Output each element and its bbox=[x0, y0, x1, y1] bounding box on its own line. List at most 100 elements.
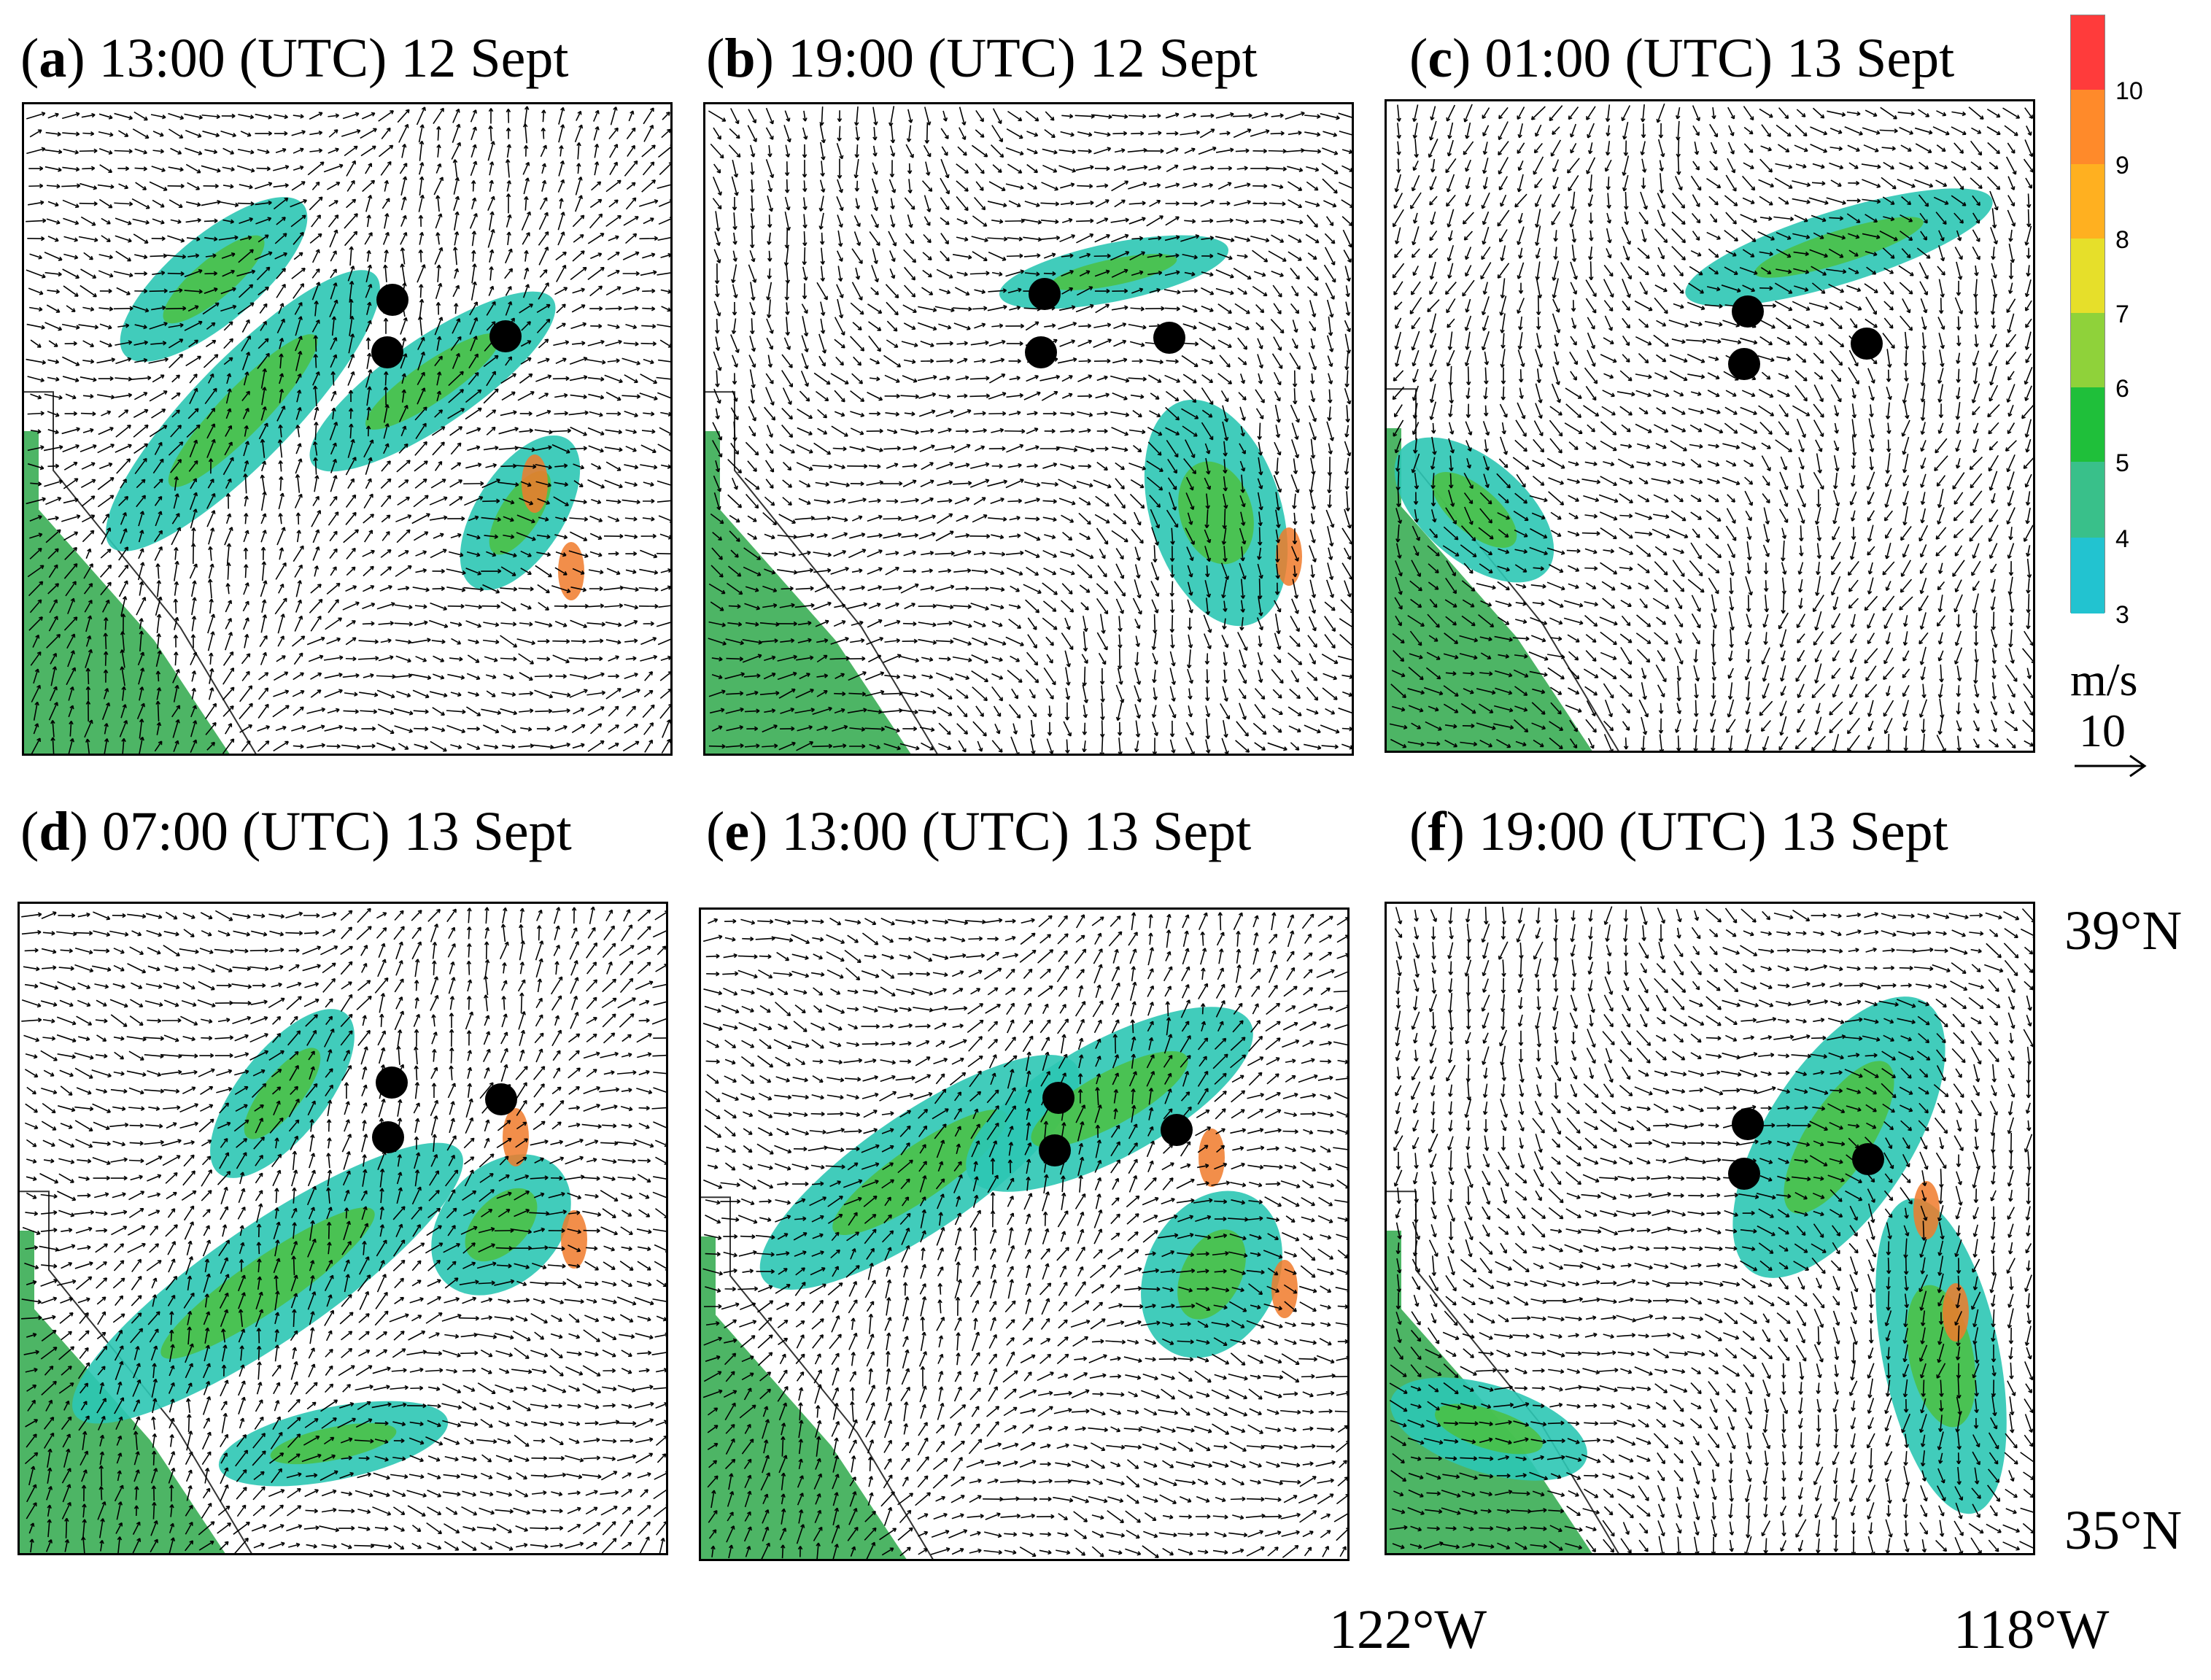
wind-vector-arrow bbox=[260, 438, 266, 458]
wind-vector-arrow bbox=[1921, 332, 1927, 349]
wind-vector-arrow bbox=[1708, 527, 1719, 540]
wind-vector-arrow bbox=[216, 983, 232, 988]
wind-vector-arrow bbox=[114, 112, 133, 120]
wind-vector-arrow bbox=[463, 1156, 475, 1165]
wind-vector-arrow bbox=[190, 543, 196, 564]
wind-vector-arrow bbox=[260, 580, 268, 597]
wind-vector-arrow bbox=[500, 410, 517, 417]
wind-vector-arrow bbox=[1024, 481, 1041, 487]
wind-vector-arrow bbox=[1445, 671, 1457, 676]
wind-vector-arrow bbox=[366, 386, 372, 406]
wind-vector-arrow bbox=[1273, 654, 1282, 664]
wind-vector-arrow bbox=[1117, 649, 1123, 670]
wind-vector-arrow bbox=[152, 149, 164, 154]
wind-vector-arrow bbox=[252, 913, 266, 918]
wind-vector-arrow bbox=[1258, 635, 1263, 648]
wind-vector-arrow bbox=[430, 976, 439, 995]
wind-vector-arrow bbox=[937, 427, 952, 434]
wind-vector-arrow bbox=[1763, 507, 1770, 525]
wind-vector-arrow bbox=[973, 497, 986, 506]
wind-vector-arrow bbox=[818, 333, 827, 354]
wind-vector-arrow bbox=[64, 411, 77, 417]
wind-vector-arrow bbox=[467, 654, 480, 663]
wind-vector-arrow bbox=[377, 959, 387, 978]
wind-vector-arrow bbox=[268, 913, 285, 919]
wind-vector-arrow bbox=[42, 931, 55, 936]
wind-vector-arrow bbox=[1622, 317, 1630, 329]
wind-vector-arrow bbox=[1635, 423, 1652, 433]
wind-vector-arrow bbox=[1478, 614, 1495, 628]
wind-vector-arrow bbox=[848, 671, 867, 681]
wind-vector-arrow bbox=[1389, 723, 1408, 729]
wind-vector-arrow bbox=[1956, 614, 1962, 628]
wind-vector-arrow bbox=[291, 268, 306, 279]
wind-vector-arrow bbox=[68, 738, 74, 754]
wind-vector-arrow bbox=[661, 306, 670, 312]
wind-vector-arrow bbox=[471, 231, 477, 247]
wind-vector-arrow bbox=[1128, 217, 1146, 225]
wind-vector-arrow bbox=[111, 1226, 128, 1236]
wind-vector-arrow bbox=[732, 355, 738, 368]
wind-vector-arrow bbox=[1724, 230, 1738, 241]
wind-vector-arrow bbox=[1517, 262, 1525, 279]
wind-vector-arrow bbox=[1991, 719, 1997, 732]
wind-vector-arrow bbox=[637, 961, 651, 975]
wind-vector-arrow bbox=[1046, 738, 1054, 754]
wind-vector-arrow bbox=[82, 394, 94, 399]
wind-vector-arrow bbox=[274, 671, 289, 681]
wind-vector-arrow bbox=[258, 422, 268, 440]
wind-vector-arrow bbox=[1952, 560, 1965, 577]
wind-vector-arrow bbox=[413, 531, 429, 541]
wind-vector-arrow bbox=[260, 651, 267, 665]
wind-vector-arrow bbox=[1882, 196, 1895, 205]
wind-vector-arrow bbox=[1759, 108, 1773, 118]
wind-vector-arrow bbox=[935, 672, 954, 681]
wind-vector-arrow bbox=[505, 285, 512, 296]
wind-vector-arrow bbox=[244, 495, 249, 507]
wind-vector-arrow bbox=[1481, 192, 1490, 209]
wind-vector-arrow bbox=[866, 446, 883, 453]
wind-vector-arrow bbox=[1796, 719, 1805, 733]
wind-vector-arrow bbox=[1152, 738, 1158, 754]
wind-vector-arrow bbox=[145, 1156, 163, 1166]
wind-vector-arrow bbox=[745, 441, 759, 456]
wind-vector-arrow bbox=[115, 217, 132, 225]
wind-vector-arrow bbox=[204, 271, 218, 276]
wind-vector-arrow bbox=[449, 1029, 454, 1047]
wind-vector-arrow bbox=[1669, 371, 1688, 382]
wind-vector-arrow bbox=[279, 373, 284, 384]
wind-vector-arrow bbox=[1411, 317, 1421, 330]
wind-vector-arrow bbox=[975, 445, 986, 452]
wind-vector-arrow bbox=[1552, 126, 1560, 135]
wind-vector-arrow bbox=[1850, 510, 1856, 522]
wind-vector-arrow bbox=[1205, 565, 1210, 578]
wind-vector-arrow bbox=[568, 1086, 581, 1095]
wind-vector-arrow bbox=[953, 409, 972, 418]
wind-vector-arrow bbox=[1042, 148, 1058, 155]
wind-vector-arrow bbox=[1775, 439, 1793, 452]
wind-vector-arrow bbox=[1309, 321, 1316, 332]
wind-vector-arrow bbox=[204, 287, 218, 294]
wind-vector-arrow bbox=[1885, 685, 1891, 697]
wind-vector-arrow bbox=[713, 388, 721, 404]
wind-vector-arrow bbox=[1149, 199, 1161, 207]
wind-vector-arrow bbox=[588, 603, 605, 608]
wind-vector-arrow bbox=[1482, 315, 1490, 331]
wind-vector-arrow bbox=[714, 231, 721, 247]
wind-vector-arrow bbox=[1989, 349, 1999, 367]
wind-vector-arrow bbox=[44, 479, 63, 487]
wind-vector-arrow bbox=[313, 354, 319, 368]
wind-vector-arrow bbox=[58, 1209, 75, 1218]
wind-vector-arrow bbox=[1639, 282, 1648, 295]
wind-vector-arrow bbox=[1094, 166, 1110, 171]
wind-vector-arrow bbox=[109, 999, 128, 1008]
wind-vector-arrow bbox=[139, 581, 144, 596]
wind-vector-arrow bbox=[479, 1189, 495, 1202]
wind-vector-arrow bbox=[1971, 560, 1981, 576]
wind-vector-arrow bbox=[829, 656, 850, 661]
wind-vector-arrow bbox=[1274, 632, 1282, 650]
wind-vector-arrow bbox=[1182, 253, 1198, 260]
wind-vector-arrow bbox=[222, 269, 235, 277]
wind-vector-arrow bbox=[222, 738, 235, 754]
wind-vector-arrow bbox=[638, 1105, 650, 1111]
